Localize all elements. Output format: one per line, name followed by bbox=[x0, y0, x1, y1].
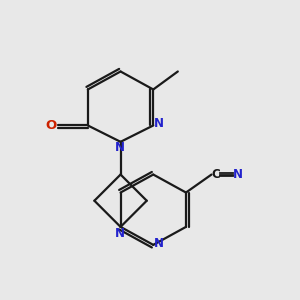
Text: O: O bbox=[46, 119, 57, 132]
Text: N: N bbox=[154, 237, 164, 250]
Text: N: N bbox=[154, 117, 164, 130]
Text: C: C bbox=[211, 168, 220, 181]
Text: N: N bbox=[115, 227, 124, 240]
Text: N: N bbox=[115, 141, 124, 154]
Text: N: N bbox=[233, 168, 243, 181]
